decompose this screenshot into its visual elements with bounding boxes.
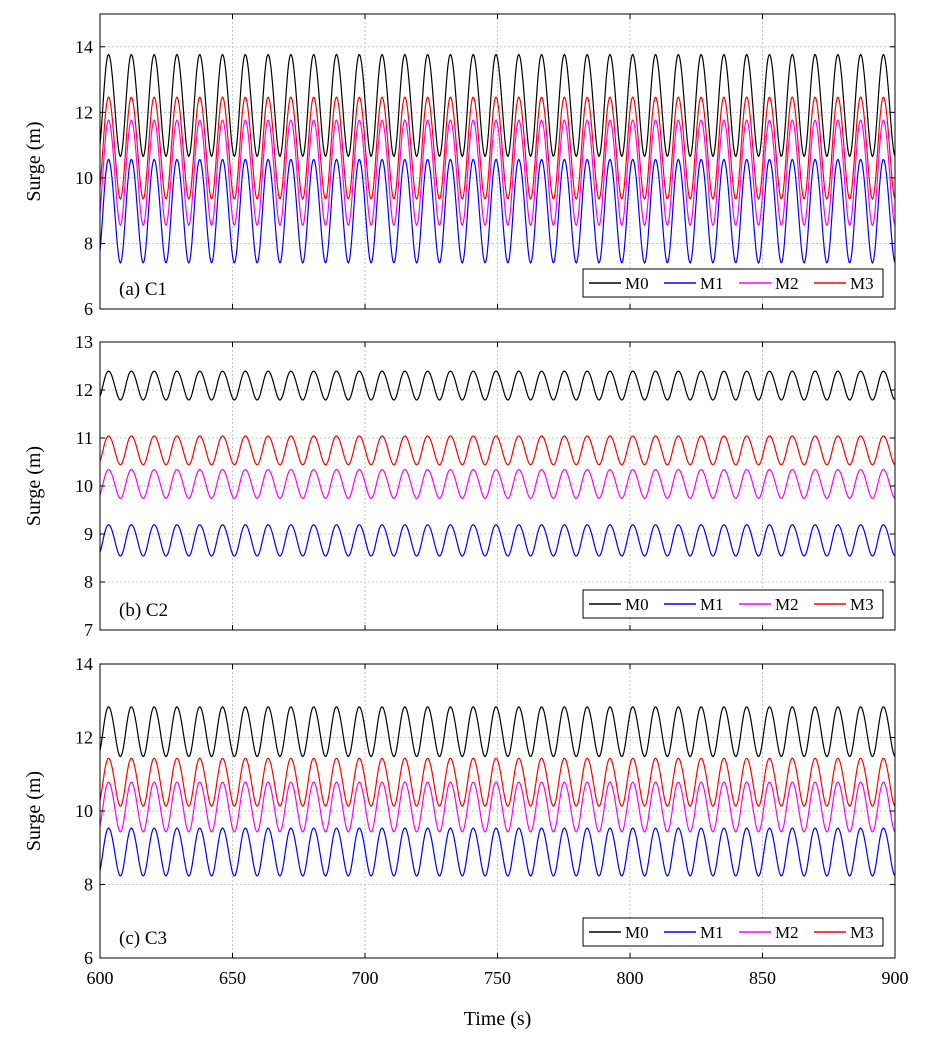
series-group (100, 53, 895, 264)
legend-label-m0: M0 (625, 923, 649, 942)
y-tick-label: 8 (84, 572, 93, 592)
legend-label-m3: M3 (850, 923, 874, 942)
y-axis-label: Surge (m) (23, 771, 45, 851)
y-tick-label: 7 (84, 620, 93, 640)
y-tick-label: 13 (75, 332, 93, 352)
series-line-m3 (100, 96, 895, 200)
y-tick-label: 8 (84, 875, 93, 895)
y-tick-label: 11 (76, 428, 93, 448)
y-tick-label: 10 (75, 801, 93, 821)
x-tick-label: 600 (87, 968, 114, 988)
y-tick-label: 14 (75, 37, 93, 57)
y-tick-label: 10 (75, 168, 93, 188)
series-line-m0 (100, 706, 895, 758)
panel-label: (c) C3 (119, 928, 167, 949)
panel-c3: 6 8 10 12 14 600 650 700 750 800 850 900 Surge (m) (c… (23, 654, 909, 988)
legend-label-m2: M2 (775, 923, 799, 942)
x-tick-label: 750 (484, 968, 511, 988)
series-line-m1 (100, 827, 895, 877)
legend-label-m1: M1 (700, 274, 724, 293)
x-axis-label: Time (s) (464, 1008, 532, 1030)
y-tick-label: 9 (84, 524, 93, 544)
series-line-m2 (100, 781, 895, 833)
panel-label: (a) C1 (119, 279, 167, 300)
series-line-m0 (100, 53, 895, 158)
x-tick-label: 800 (617, 968, 644, 988)
legend-label-m1: M1 (700, 595, 724, 614)
series-line-m3 (100, 757, 895, 807)
y-axis-label: Surge (m) (23, 121, 45, 201)
legend-label-m3: M3 (850, 274, 874, 293)
series-line-m2 (100, 468, 895, 500)
legend-label-m0: M0 (625, 595, 649, 614)
series-line-m1 (100, 158, 895, 264)
legend-box (582, 589, 884, 619)
legend-label-m2: M2 (775, 274, 799, 293)
legend-label-m0: M0 (625, 274, 649, 293)
series-group (100, 706, 895, 877)
series-group (100, 370, 895, 557)
y-tick-label: 6 (84, 299, 93, 319)
y-tick-label: 8 (84, 233, 93, 253)
y-tick-label: 12 (75, 380, 93, 400)
panel-label: (b) C2 (119, 600, 168, 621)
series-line-m1 (100, 524, 895, 557)
panel-c1: 6 8 10 12 14 Surge (m) (a) C1 M0 M1 M2 M3 (23, 13, 896, 319)
legend-label-m1: M1 (700, 923, 724, 942)
legend-label-m3: M3 (850, 595, 874, 614)
y-tick-label: 14 (75, 654, 93, 674)
x-tick-label: 650 (219, 968, 246, 988)
y-tick-label: 12 (75, 728, 93, 748)
x-tick-label: 850 (749, 968, 776, 988)
y-tick-label: 12 (75, 102, 93, 122)
y-axis-label: Surge (m) (23, 446, 45, 526)
legend: M0 M1 M2 M3 (582, 917, 884, 947)
series-line-m2 (100, 119, 895, 227)
y-tick-label: 6 (84, 948, 93, 968)
x-tick-label: 900 (882, 968, 909, 988)
panel-c2: 7 8 9 10 11 12 13 Surge (m) (b) C2 M0 M1 M2 M3 (23, 332, 896, 640)
legend: M0 M1 M2 M3 (582, 268, 884, 298)
legend-label-m2: M2 (775, 595, 799, 614)
series-line-m3 (100, 435, 895, 466)
legend: M0 M1 M2 M3 (582, 589, 884, 619)
series-line-m0 (100, 370, 895, 401)
y-tick-label: 10 (75, 476, 93, 496)
x-tick-label: 700 (352, 968, 379, 988)
